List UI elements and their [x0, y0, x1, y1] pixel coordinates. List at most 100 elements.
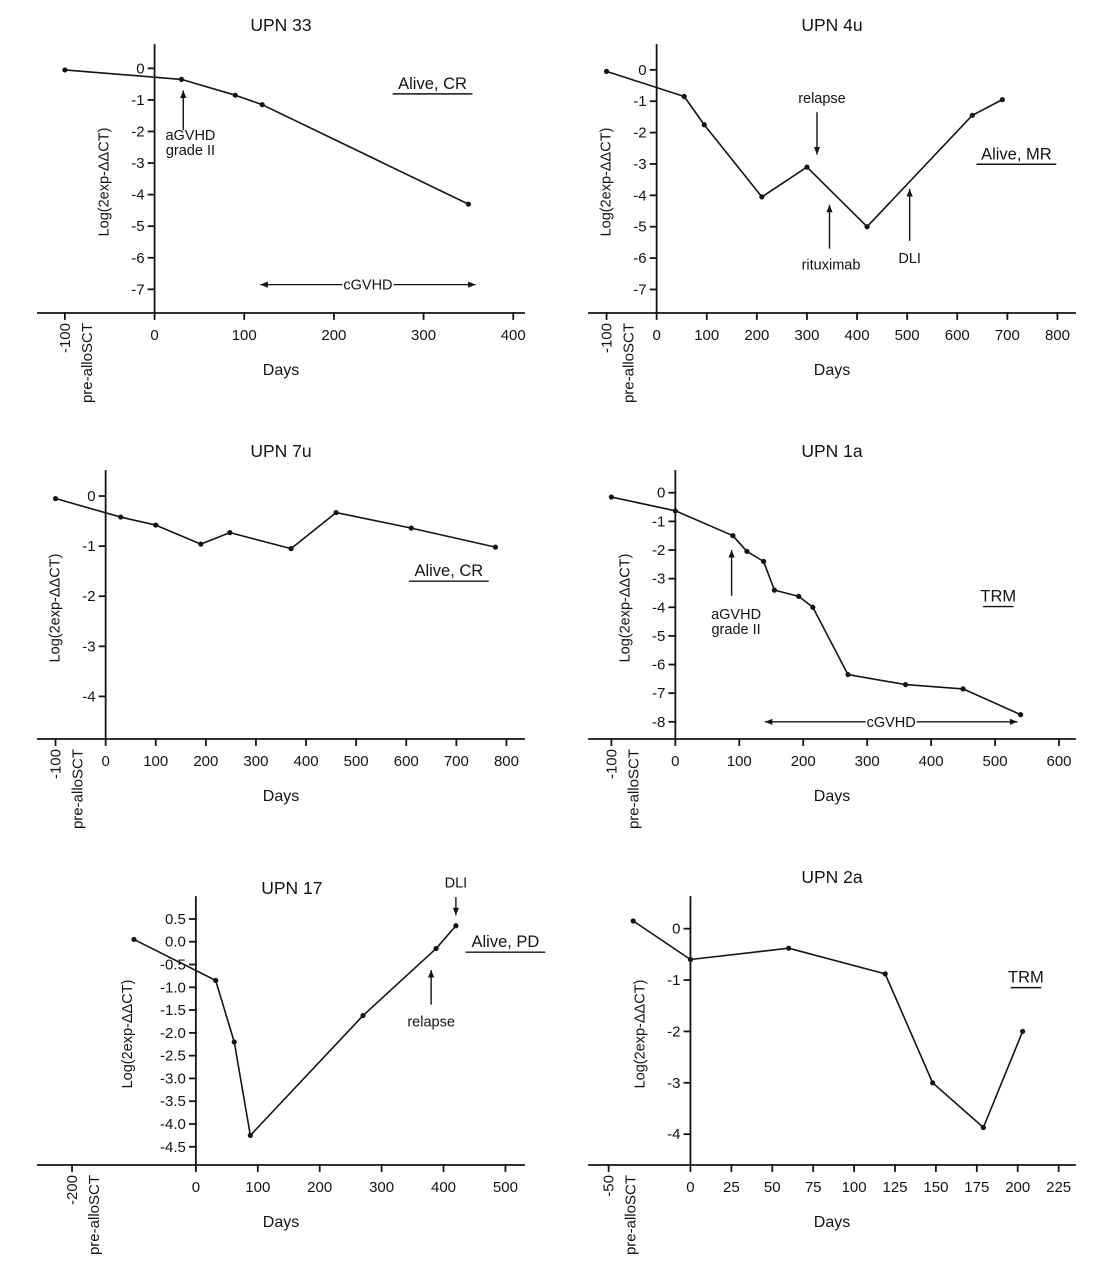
y-tick-label: -1: [131, 92, 144, 109]
series-line: [611, 496, 1021, 716]
x-tick-label-pre: -100: [599, 323, 616, 353]
chart-upn-2a: -50 pre-alloSCT 0 25 50 75 100 125 150 175 200 225 0…: [588, 867, 1076, 1255]
x-tick-label: 400: [919, 753, 944, 770]
data-point: [608, 494, 614, 500]
x-tick-label: 0: [652, 327, 660, 344]
y-tick-label: -7: [131, 281, 144, 298]
svg-text:aGVHD: aGVHD: [165, 128, 215, 144]
x-tick-label: 0: [686, 1179, 694, 1196]
x-tick-label: 800: [494, 753, 519, 770]
y-tick-label: -4.5: [160, 1139, 186, 1156]
pre-allosct-label: pre-alloSCT: [86, 1175, 103, 1255]
pre-allosct-label: pre-alloSCT: [79, 323, 96, 403]
y-axis-label: Log(2exp-ΔΔCT): [120, 980, 136, 1089]
svg-text:cGVHD: cGVHD: [343, 278, 392, 294]
chart-title: UPN 17: [261, 878, 322, 898]
data-point: [771, 587, 778, 593]
data-point: [902, 681, 909, 688]
x-tick-label: 200: [193, 753, 218, 770]
annotation-relapse: relapse: [407, 969, 455, 1030]
x-tick-label: 500: [344, 753, 369, 770]
data-point: [969, 112, 975, 118]
x-tick-label: 300: [243, 753, 268, 770]
chart-upn-1a: -100 pre-alloSCT 0 100 200 300 400 500 600 0 -1 -2 -…: [588, 441, 1076, 829]
y-axis-label: Log(2exp-ΔΔCT): [48, 554, 64, 663]
data-point: [687, 956, 694, 963]
y-tick-label: -5: [131, 218, 144, 235]
data-point: [882, 971, 888, 977]
data-point: [232, 92, 238, 98]
data-point: [786, 945, 792, 951]
data-point: [247, 1132, 253, 1138]
data-point: [796, 593, 802, 600]
outcome-label: Alive, PD: [465, 933, 546, 953]
x-axis-label: Days: [814, 362, 850, 379]
annotation-dli: DLI: [445, 875, 468, 916]
x-tick-label: 0: [671, 753, 679, 770]
x-tick-label: 700: [995, 327, 1020, 344]
y-tick-label: -3: [652, 571, 665, 588]
y-tick-label: -2: [633, 125, 646, 142]
data-point: [492, 544, 499, 550]
x-axis-label: Days: [263, 788, 299, 805]
svg-text:Alive, CR: Alive, CR: [414, 562, 483, 580]
data-point: [603, 68, 610, 74]
y-tick-label: -4: [633, 187, 646, 204]
svg-text:Alive, MR: Alive, MR: [981, 145, 1052, 163]
data-point: [333, 509, 339, 516]
data-point: [62, 67, 68, 73]
tick-labels: -50 pre-alloSCT 0 25 50 75 100 125 150 175 200 225 0…: [601, 921, 1072, 1255]
svg-text:Alive, PD: Alive, PD: [471, 933, 539, 951]
x-axis-label: Days: [263, 362, 299, 379]
axes: [588, 896, 1076, 1172]
chart-title: UPN 4u: [801, 15, 862, 35]
svg-text:DLI: DLI: [445, 875, 468, 891]
x-axis-label: Days: [263, 1214, 299, 1231]
outcome-label: Alive, MR: [976, 145, 1057, 165]
data-point: [930, 1080, 936, 1086]
y-tick-label: -2: [667, 1023, 680, 1040]
y-tick-label: 0: [136, 60, 144, 77]
outcome-label: TRM: [980, 588, 1016, 608]
data-point: [744, 548, 750, 555]
svg-text:DLI: DLI: [898, 251, 921, 267]
data-point: [864, 224, 870, 230]
y-axis-label: Log(2exp-ΔΔCT): [632, 980, 648, 1089]
y-tick-label: -2.0: [160, 1025, 186, 1042]
x-tick-label: 225: [1046, 1179, 1071, 1196]
x-tick-label: 25: [723, 1179, 740, 1196]
data-point: [178, 76, 185, 83]
data-point: [231, 1039, 237, 1045]
pre-allosct-label: pre-alloSCT: [625, 749, 642, 829]
data-point: [1018, 712, 1024, 718]
x-tick-label: 400: [294, 753, 319, 770]
annotation-dli: DLI: [898, 189, 921, 267]
x-tick-label: 200: [791, 753, 816, 770]
y-tick-label: -1: [667, 972, 680, 989]
tick-labels: -200 pre-alloSCT 0 100 200 300 400 500 0.5 0.0 -0.…: [64, 911, 518, 1255]
x-tick-label: 0: [150, 327, 158, 344]
y-tick-label: -2: [82, 588, 95, 605]
svg-text:TRM: TRM: [980, 588, 1016, 606]
y-tick-label: -7: [633, 281, 646, 298]
chart-title: UPN 2a: [801, 867, 863, 887]
data-series: [608, 494, 1024, 718]
y-tick-label: -4: [652, 599, 665, 616]
tick-labels: -100 pre-alloSCT 0 100 200 300 400 500 600 700 800…: [599, 62, 1070, 403]
axes: [37, 896, 525, 1172]
data-point: [360, 1012, 366, 1019]
x-tick-label: 150: [923, 1179, 948, 1196]
x-tick-label: 0: [101, 753, 109, 770]
x-tick-label: 200: [321, 327, 346, 344]
x-tick-label: 50: [764, 1179, 781, 1196]
data-point: [465, 201, 472, 207]
y-tick-label: -4: [131, 187, 144, 204]
data-point: [730, 533, 736, 539]
y-tick-label: -6: [633, 250, 646, 267]
svg-text:grade II: grade II: [166, 143, 215, 159]
x-tick-label: 700: [444, 753, 469, 770]
